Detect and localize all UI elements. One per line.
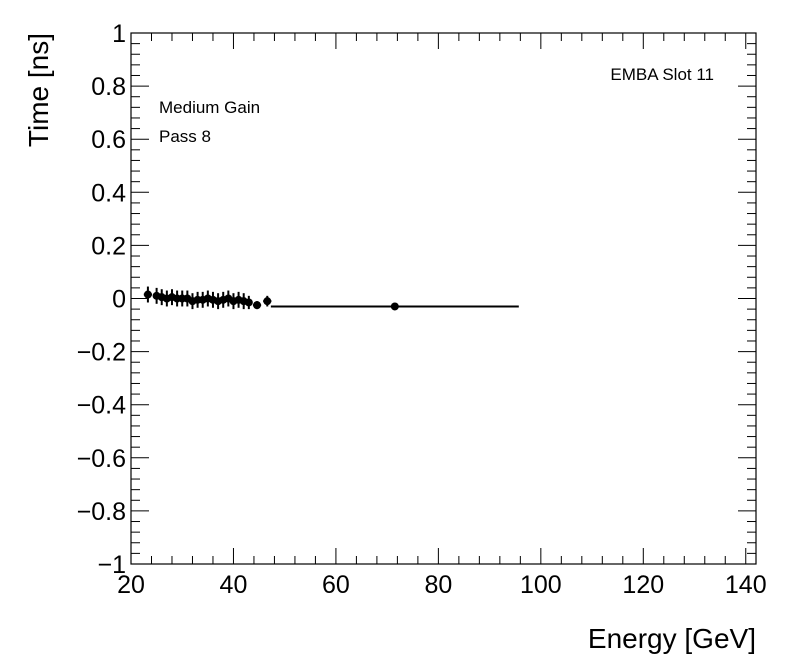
y-tick-label: 1 <box>112 20 126 48</box>
y-tick-label: 0.8 <box>91 73 126 101</box>
y-tick-label: 0 <box>112 286 126 314</box>
data-point <box>143 286 153 303</box>
x-tick-label: 100 <box>520 571 562 599</box>
gain-label: Medium Gain <box>159 98 260 117</box>
x-tick-label: 40 <box>220 571 248 599</box>
x-tick-label: 80 <box>424 571 452 599</box>
data-marker <box>253 301 262 310</box>
data-point <box>263 295 272 307</box>
x-axis-title: Energy [GeV] <box>588 623 756 654</box>
data-points <box>143 286 519 311</box>
y-tick-label: −1 <box>97 551 126 579</box>
y-tick-label: 0.4 <box>91 179 126 207</box>
x-tick-label: 120 <box>622 571 664 599</box>
data-point <box>244 295 253 310</box>
y-tick-label: 0.2 <box>91 232 126 260</box>
x-tick-label: 20 <box>117 571 145 599</box>
data-marker <box>390 302 399 311</box>
y-tick-label: 0.6 <box>91 126 126 154</box>
x-tick-label: 140 <box>725 571 767 599</box>
data-marker <box>143 290 152 299</box>
y-tick-label: −0.6 <box>77 445 126 473</box>
axis-ticks <box>130 32 756 565</box>
pass-label: Pass 8 <box>159 127 211 146</box>
data-marker <box>244 298 253 307</box>
y-axis-title: Time [ns] <box>23 33 54 147</box>
data-point <box>270 302 519 311</box>
axis-tick-labels: 20 40 60 80 100 120 140 −1 −0.8 −0.6 −0.4 −0.2 0 0.2 0… <box>77 20 767 599</box>
data-point <box>252 301 262 310</box>
y-tick-label: −0.8 <box>77 498 126 526</box>
y-tick-label: −0.4 <box>77 392 126 420</box>
data-marker <box>263 297 272 306</box>
x-tick-label: 60 <box>322 571 350 599</box>
y-tick-label: −0.2 <box>77 339 126 367</box>
slot-label: EMBA Slot 11 <box>610 65 714 84</box>
